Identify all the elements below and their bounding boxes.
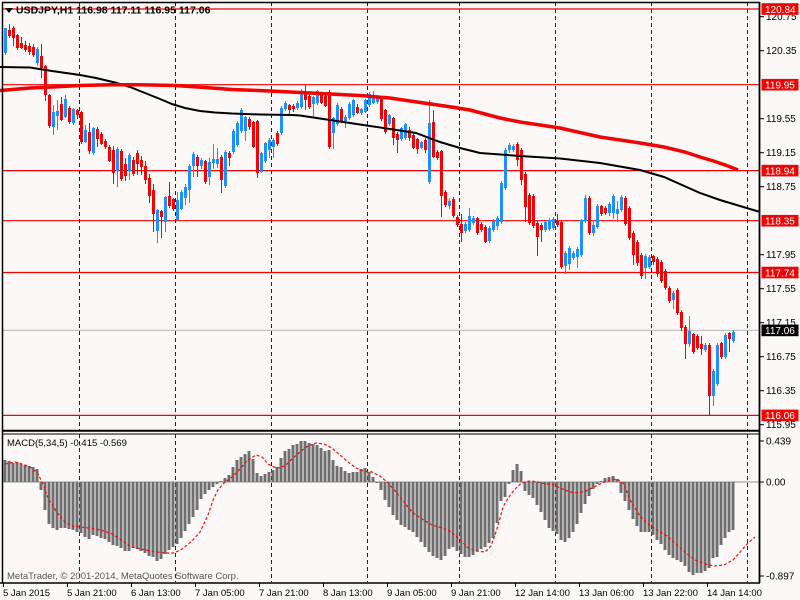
svg-text:117.74: 117.74 (765, 268, 795, 279)
svg-text:7 Jan 21:00: 7 Jan 21:00 (259, 588, 309, 599)
svg-text:120.35: 120.35 (766, 46, 797, 57)
svg-text:119.55: 119.55 (766, 114, 796, 125)
svg-text:14 Jan 14:00: 14 Jan 14:00 (707, 588, 762, 599)
svg-text:6 Jan 13:00: 6 Jan 13:00 (131, 588, 181, 599)
svg-text:0.439: 0.439 (766, 437, 791, 448)
svg-text:9 Jan 05:00: 9 Jan 05:00 (387, 588, 437, 599)
svg-text:9 Jan 21:00: 9 Jan 21:00 (451, 588, 501, 599)
svg-text:119.15: 119.15 (766, 148, 796, 159)
svg-text:117.55: 117.55 (766, 284, 796, 295)
svg-text:13 Jan 22:00: 13 Jan 22:00 (643, 588, 698, 599)
svg-text:5 Jan 21:00: 5 Jan 21:00 (67, 588, 117, 599)
svg-text:118.75: 118.75 (766, 182, 796, 193)
svg-text:117.06: 117.06 (765, 326, 795, 337)
svg-text:12 Jan 14:00: 12 Jan 14:00 (515, 588, 570, 599)
svg-text:7 Jan 05:00: 7 Jan 05:00 (195, 588, 245, 599)
svg-text:118.94: 118.94 (765, 166, 795, 177)
svg-text:13 Jan 06:00: 13 Jan 06:00 (579, 588, 634, 599)
svg-text:MACD(5,34,5) -0.415 -0.569: MACD(5,34,5) -0.415 -0.569 (7, 438, 127, 449)
svg-text:117.15: 117.15 (766, 318, 796, 329)
svg-text:USDJPY,H1 116.98 117.11 116.9: USDJPY,H1 116.98 117.11 116.95 117.06 (16, 5, 211, 17)
svg-text:MetaTrader, © 2001-2014, MetaQ: MetaTrader, © 2001-2014, MetaQuotes Soft… (7, 571, 239, 582)
svg-text:5 Jan 2015: 5 Jan 2015 (3, 588, 50, 599)
svg-text:115.95: 115.95 (766, 420, 796, 431)
svg-text:116.75: 116.75 (766, 352, 796, 363)
svg-text:119.95: 119.95 (765, 81, 795, 92)
svg-text:116.35: 116.35 (766, 386, 796, 397)
svg-text:118.35: 118.35 (765, 217, 795, 228)
svg-text:-0.897: -0.897 (766, 572, 795, 583)
svg-text:120.75: 120.75 (766, 12, 797, 23)
svg-text:116.06: 116.06 (765, 411, 795, 422)
svg-text:117.95: 117.95 (766, 250, 796, 261)
svg-text:8 Jan 13:00: 8 Jan 13:00 (323, 588, 373, 599)
svg-text:120.84: 120.84 (765, 5, 796, 16)
svg-text:0.00: 0.00 (766, 478, 786, 489)
